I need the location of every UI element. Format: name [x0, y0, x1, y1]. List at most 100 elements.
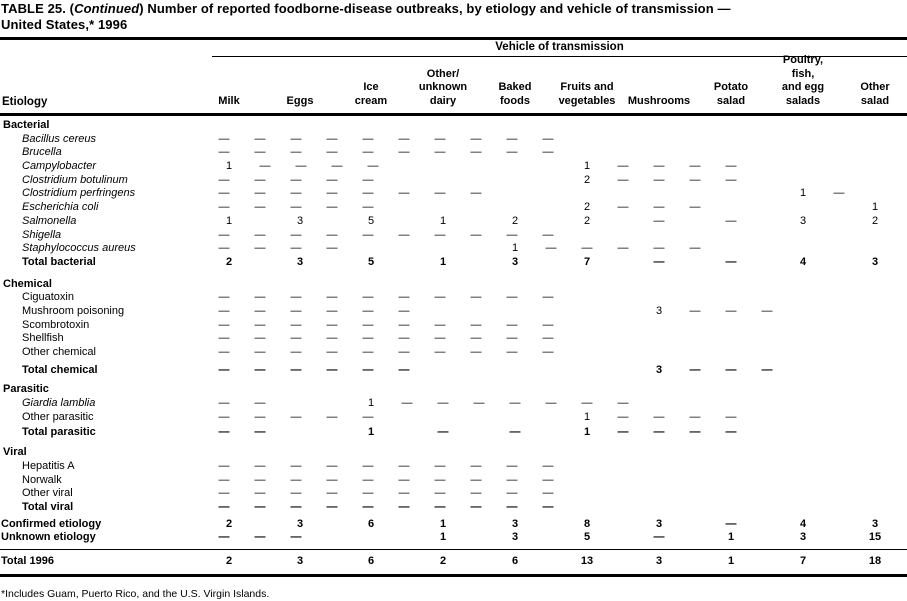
cell-value: — — [398, 332, 410, 345]
cell-value: 1 — [367, 397, 375, 410]
cell-value: — — [506, 459, 518, 472]
row-label: Unknown etiology — [1, 531, 96, 544]
cell-value: — — [254, 500, 266, 513]
spanner-rule — [212, 56, 907, 57]
row-label: Clostridium perfringens — [22, 187, 136, 200]
cell-value: — — [326, 318, 338, 331]
cell-value: — — [545, 397, 557, 410]
cell-value: — — [290, 201, 302, 214]
table-row: Brucella — — — — — — — — — — — [0, 146, 907, 160]
table-row: Other chemical — — — — — — — — — — — [0, 346, 907, 360]
table-row: Total parasitic — — 1 — — 1 — — — — — [0, 426, 907, 440]
cell-value: — — [290, 242, 302, 255]
cell-value: — — [326, 187, 338, 200]
cell-value: — — [254, 187, 266, 200]
cell-value: — — [617, 173, 629, 186]
table-row: Bacillus cereus — — — — — — — — — — — [0, 133, 907, 147]
cell-value: 13 — [580, 554, 594, 567]
cell-value: — — [218, 291, 230, 304]
row-label: Parasitic — [3, 383, 49, 396]
cell-value: 1 — [511, 242, 519, 255]
cell-value: 1 — [367, 426, 375, 439]
cell-value: 2 — [511, 214, 519, 227]
row-label: Other chemical — [22, 346, 96, 358]
cell-value: — — [542, 459, 554, 472]
cell-value: — — [542, 146, 554, 159]
cell-value: — — [506, 487, 518, 500]
cell-value: — — [254, 346, 266, 358]
cell-value: — — [326, 473, 338, 486]
cell-value: 1 — [583, 426, 591, 439]
table-header: Vehicle of transmission Etiology Milk Egg… — [0, 40, 907, 113]
cell-value: 2 — [225, 554, 233, 567]
cell-value: — — [295, 160, 307, 173]
cell-value: — — [725, 426, 737, 439]
table-row: Parasitic — [0, 383, 907, 397]
table-row: Clostridium botulinum — — — — — 2 — — — — — [0, 174, 907, 188]
cell-value: — — [326, 228, 338, 241]
cell-value: 3 — [871, 255, 879, 268]
cell-value: — — [506, 346, 518, 358]
cell-value: — — [470, 332, 482, 345]
cell-value: — — [398, 304, 410, 317]
row-label: Giardia lamblia — [22, 397, 96, 410]
cell-value: — — [290, 346, 302, 358]
cell-value: — — [362, 132, 374, 145]
cell-value: — — [326, 363, 338, 376]
cell-value: — — [470, 291, 482, 304]
cell-value: 1 — [583, 160, 591, 173]
cell-value: — — [362, 487, 374, 500]
cell-value: 4 — [799, 517, 807, 530]
cell-value: — — [259, 160, 271, 173]
cell-value: — — [362, 318, 374, 331]
row-label: Total 1996 — [1, 554, 54, 567]
row-label: Total parasitic — [22, 426, 96, 439]
cell-value: — — [218, 346, 230, 358]
cell-value: — — [506, 228, 518, 241]
title-rest: ) Number of reported foodborne-disease o… — [139, 1, 731, 16]
cell-value: — — [653, 201, 665, 214]
cell-value: 2 — [583, 201, 591, 214]
cell-value: — — [434, 487, 446, 500]
title-label: TABLE 25. ( — [1, 1, 75, 16]
cell-value: — — [362, 332, 374, 345]
row-label: Mushroom poisoning — [22, 304, 125, 317]
cell-value: — — [254, 173, 266, 186]
cell-value: — — [290, 187, 302, 200]
cell-value: — — [506, 146, 518, 159]
cell-value: — — [725, 304, 737, 317]
row-label: Staphylococcus aureus — [22, 242, 136, 255]
cell-value: 3 — [296, 255, 304, 268]
cell-value: — — [326, 132, 338, 145]
cell-value: — — [581, 242, 593, 255]
cell-value: — — [398, 487, 410, 500]
column-header: Poultry, fish, and egg salads — [781, 54, 825, 107]
cell-value: — — [689, 201, 701, 214]
cell-value: — — [290, 531, 302, 544]
cell-value: — — [689, 160, 701, 173]
row-label: Norwalk — [22, 473, 62, 486]
cell-value: 7 — [799, 554, 807, 567]
table-title: TABLE 25. (Continued) Number of reported… — [1, 1, 906, 33]
table-row: Other parasitic — — — — — 1 — — — — — [0, 411, 907, 425]
cell-value: — — [362, 228, 374, 241]
row-label: Brucella — [22, 146, 62, 159]
cell-value: 2 — [225, 255, 233, 268]
table-row: Escherichia coli — — — — — 2 — — — 1 — [0, 201, 907, 215]
cell-value: 3 — [655, 304, 663, 317]
cell-value: — — [290, 410, 302, 423]
cell-value: — — [362, 346, 374, 358]
cell-value: — — [398, 291, 410, 304]
row-label: Salmonella — [22, 214, 77, 227]
cell-value: — — [218, 531, 230, 544]
cell-value: — — [218, 146, 230, 159]
cell-value: — — [434, 187, 446, 200]
row-label: Total chemical — [22, 363, 98, 376]
cell-value: — — [326, 304, 338, 317]
table-row: Other viral — — — — — — — — — — — [0, 487, 907, 501]
cell-value: — — [617, 201, 629, 214]
cell-value: — — [362, 410, 374, 423]
row-label: Clostridium botulinum — [22, 173, 128, 186]
cell-value: — — [542, 500, 554, 513]
cell-value: — — [434, 473, 446, 486]
